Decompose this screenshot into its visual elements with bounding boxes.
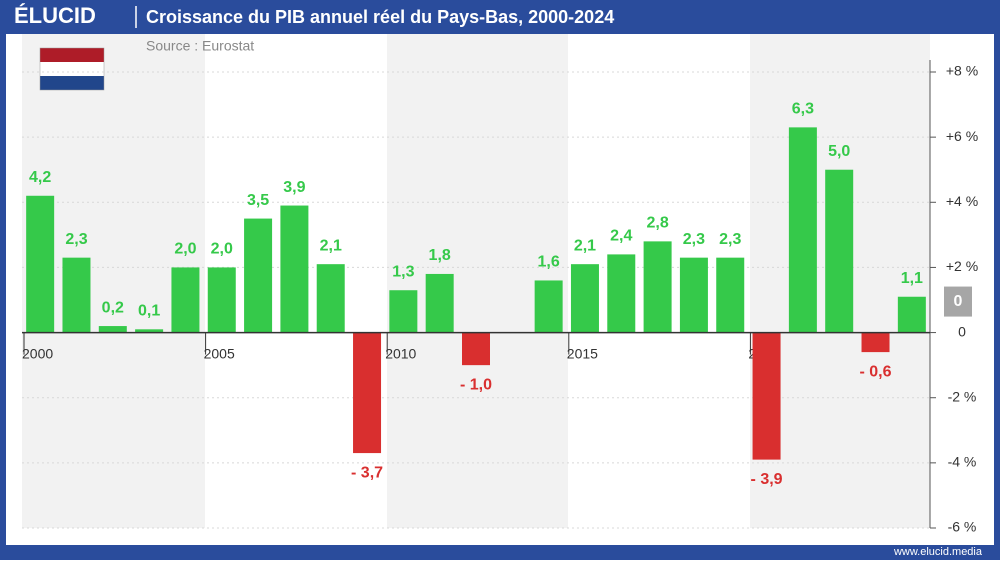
bar <box>389 290 418 333</box>
x-tick-label: 2015 <box>567 345 598 361</box>
value-label: 2,1 <box>574 237 596 254</box>
bar <box>752 332 781 460</box>
bar <box>62 257 91 333</box>
value-label: 6,3 <box>792 101 814 118</box>
value-label: 5,0 <box>828 143 850 160</box>
y-tick-label: +4 % <box>946 193 978 209</box>
bar <box>207 267 236 333</box>
flag <box>39 47 105 91</box>
value-label: 2,8 <box>646 215 668 232</box>
bar <box>244 218 273 333</box>
value-label: 1,3 <box>392 263 414 280</box>
value-label: - 1,0 <box>460 376 492 393</box>
chart-title: Croissance du PIB annuel réel du Pays-Ba… <box>146 7 614 27</box>
value-label: 3,9 <box>283 179 305 196</box>
value-label: 1,1 <box>901 270 923 287</box>
value-label: 3,5 <box>247 192 269 209</box>
bar <box>788 127 817 333</box>
bar <box>171 267 200 333</box>
value-label: 2,0 <box>211 241 233 258</box>
badge-box <box>944 286 972 317</box>
bar <box>643 241 672 333</box>
bar <box>98 326 127 333</box>
bar <box>825 169 854 333</box>
value-label: 4,2 <box>29 169 51 186</box>
y-tick-label: +6 % <box>946 128 978 144</box>
bar <box>607 254 636 333</box>
bar <box>716 257 745 333</box>
bar <box>534 280 563 333</box>
y-tick-label: -2 % <box>948 388 977 404</box>
value-label: 2,1 <box>320 237 342 254</box>
value-label: 2,3 <box>683 231 705 248</box>
brand: ÉLUCID <box>14 3 96 28</box>
y-tick-label: -4 % <box>948 454 977 470</box>
subtitle: Source : Eurostat <box>146 38 254 54</box>
x-tick-label: 2000 <box>22 345 53 361</box>
y-tick-label: 0 <box>958 323 966 339</box>
y-tick-label: +2 % <box>946 258 978 274</box>
bar <box>425 273 454 333</box>
value-label: 2,3 <box>65 231 87 248</box>
value-label: 1,8 <box>429 247 451 264</box>
y-tick-label: -6 % <box>948 519 977 535</box>
bar <box>861 332 890 353</box>
value-label: - 3,9 <box>751 471 783 488</box>
bar <box>679 257 708 333</box>
bar <box>353 332 382 454</box>
bar <box>897 296 926 333</box>
bar <box>462 332 490 366</box>
value-label: 2,3 <box>719 231 741 248</box>
bar <box>280 205 309 333</box>
x-tick-label: 2005 <box>204 345 235 361</box>
value-label: - 3,7 <box>351 464 383 481</box>
value-label: 2,4 <box>610 228 632 245</box>
bar <box>135 329 164 333</box>
bar <box>570 264 599 333</box>
value-label: 2,0 <box>174 241 196 258</box>
value-label: 0,2 <box>102 299 124 316</box>
value-label: - 0,6 <box>860 363 892 380</box>
value-label: 1,6 <box>538 254 560 271</box>
bar <box>26 195 55 333</box>
x-tick-label: 2010 <box>385 345 416 361</box>
bar <box>316 264 345 333</box>
value-label: 0,1 <box>138 303 160 320</box>
footer: www.elucid.media <box>893 546 983 558</box>
badge: 0 <box>954 293 963 310</box>
y-tick-label: +8 % <box>946 63 978 79</box>
